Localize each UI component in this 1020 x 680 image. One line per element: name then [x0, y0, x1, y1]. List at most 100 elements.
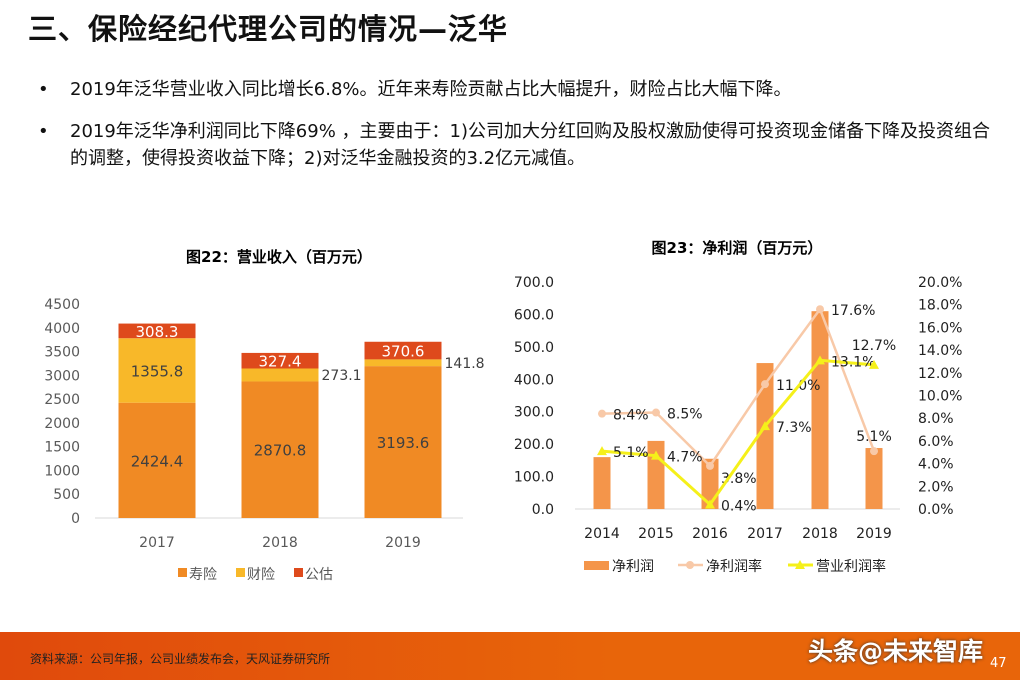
marker-dot — [598, 409, 606, 418]
y2-tick-label: 4.0% — [918, 457, 954, 473]
legend-label: 净利润 — [612, 559, 654, 575]
y-tick-label: 500 — [53, 487, 80, 503]
y2-tick-label: 18.0% — [918, 298, 962, 314]
legend-label: 公估 — [305, 567, 333, 583]
legend-label: 营业利润率 — [816, 558, 886, 575]
marker-triangle — [597, 446, 607, 456]
bar-财险-2018 — [241, 368, 319, 382]
chart-title: 图22：营业收入（百万元） — [186, 248, 372, 266]
bar-net-profit-2017 — [756, 363, 774, 509]
x-tick-label: 2015 — [638, 526, 674, 542]
data-label: 12.7% — [852, 338, 896, 354]
bar-公估-2017 — [118, 323, 196, 339]
legend-marker — [795, 560, 805, 569]
data-label: 8.5% — [667, 407, 703, 423]
x-tick-label: 2019 — [856, 526, 892, 542]
bar-寿险-2017 — [118, 402, 196, 518]
x-tick-label: 2018 — [802, 526, 838, 542]
y-tick-label: 500.0 — [514, 340, 554, 356]
legend-swatch-寿险 — [178, 568, 187, 577]
page-title: 三、保险经纪代理公司的情况—泛华 — [28, 12, 509, 46]
data-label: 5.1% — [856, 429, 892, 445]
data-label: 7.3% — [776, 420, 812, 436]
marker-dot — [816, 305, 824, 314]
data-label: 5.1% — [613, 445, 649, 461]
data-label: 13.1% — [831, 354, 875, 370]
y2-tick-label: 10.0% — [918, 389, 962, 405]
y2-tick-label: 16.0% — [918, 320, 962, 336]
marker-triangle — [760, 421, 770, 431]
y-tick-label: 300.0 — [514, 405, 554, 421]
y-tick-label: 4500 — [44, 297, 80, 313]
legend-label: 财险 — [247, 567, 275, 583]
y-tick-label: 1500 — [44, 440, 80, 456]
y-tick-label: 1000 — [44, 463, 80, 479]
y2-tick-label: 2.0% — [918, 479, 954, 495]
legend-label: 净利润率 — [706, 558, 762, 575]
line-净利润率 — [601, 306, 876, 468]
y2-tick-label: 20.0% — [918, 275, 962, 291]
y-tick-label: 0.0 — [532, 502, 554, 518]
revenue-chart: 图22：营业收入（百万元） 0 500 1000 1500 2000 2500 3000 350… — [44, 239, 962, 583]
y2-tick-label: 12.0% — [918, 366, 962, 382]
data-label: 0.4% — [721, 498, 757, 514]
bar-寿险-2018 — [241, 381, 319, 518]
y-tick-label: 0 — [71, 511, 80, 527]
data-label: 2870.8 — [254, 442, 307, 460]
marker-dot — [652, 408, 660, 417]
y-tick-label: 600.0 — [514, 307, 554, 323]
y2-tick-label: 8.0% — [918, 411, 954, 427]
x-tick-label: 2017 — [747, 526, 783, 542]
y-tick-label: 100.0 — [514, 470, 554, 486]
bullet-dot: • — [38, 121, 49, 142]
x-tick-label: 2017 — [139, 535, 175, 551]
data-label: 4.7% — [667, 450, 703, 466]
data-label: 327.4 — [259, 353, 302, 371]
y-tick-label: 2500 — [44, 392, 80, 408]
data-label: 8.4% — [613, 408, 649, 424]
marker-triangle — [869, 359, 879, 369]
y-tick-label: 3500 — [44, 345, 80, 361]
x-tick-label: 2018 — [262, 535, 298, 551]
legend-swatch-公估 — [294, 568, 303, 577]
legend-swatch-财险 — [236, 568, 245, 577]
source-note: 资料来源：公司年报，公司业绩发布会，天风证券研究所 — [30, 652, 331, 666]
footer: 资料来源：公司年报，公司业绩发布会，天风证券研究所 头条@未来智库 47 — [0, 632, 1020, 680]
x-tick-label: 2019 — [385, 535, 421, 551]
y-tick-label: 400.0 — [514, 372, 554, 388]
bullet-text: 2019年泛华净利润同比下降69% ，主要由于：1)公司加大分红回购及股权激励使… — [70, 121, 991, 169]
y-tick-label: 3000 — [44, 368, 80, 384]
y2-tick-label: 14.0% — [918, 343, 962, 359]
bullet-text: 2019年泛华营业收入同比增长6.8%。近年来寿险贡献占比大幅提升，财险占比大幅… — [70, 79, 792, 100]
bar-财险-2019 — [364, 359, 442, 367]
bullet-dot: • — [38, 79, 49, 100]
chart-title: 图23：净利润（百万元） — [652, 239, 823, 257]
page-number: 47 — [990, 656, 1007, 671]
y-tick-label: 4000 — [44, 321, 80, 337]
data-label: 308.3 — [136, 323, 179, 341]
marker-dot — [706, 461, 714, 470]
marker-dot — [761, 380, 769, 389]
marker-triangle — [705, 499, 715, 509]
bar-公估-2019 — [364, 341, 442, 360]
bullet-net-profit: • 2019年泛华净利润同比下降69% ，主要由于：1)公司加大分红回购及股权激励… — [38, 118, 990, 172]
marker-dot — [870, 447, 878, 456]
marker-triangle — [815, 355, 825, 365]
y-tick-label: 200.0 — [514, 437, 554, 453]
data-label: 3193.6 — [377, 434, 430, 452]
bar-公估-2018 — [241, 352, 319, 369]
y-tick-label: 700.0 — [514, 275, 554, 291]
bar-财险-2017 — [118, 338, 196, 403]
legend-marker — [686, 561, 694, 569]
y2-tick-label: 0.0% — [918, 502, 954, 518]
legend-swatch-净利润 — [584, 561, 609, 570]
data-label: 141.8 — [445, 356, 485, 372]
x-tick-label: 2014 — [584, 526, 620, 542]
bar-net-profit-2014 — [593, 457, 611, 509]
data-label: 273.1 — [322, 368, 362, 384]
data-label: 17.6% — [831, 303, 875, 319]
bullet-revenue: • 2019年泛华营业收入同比增长6.8%。近年来寿险贡献占比大幅提升，财险占比大… — [38, 76, 990, 103]
bar-net-profit-2019 — [865, 448, 883, 509]
legend-label: 寿险 — [189, 566, 217, 583]
y-tick-label: 2000 — [44, 416, 80, 432]
